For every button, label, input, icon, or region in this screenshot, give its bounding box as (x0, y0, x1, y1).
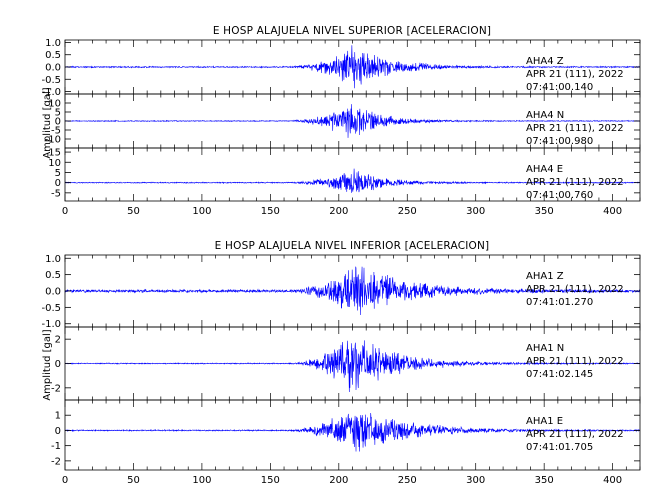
waveform-trace (64, 266, 641, 316)
x-tick-label: 300 (466, 206, 485, 217)
x-tick-label: 250 (398, 206, 417, 217)
y-tick-label: 10 (48, 99, 61, 110)
chart-title-inferior: E HOSP ALAJUELA NIVEL INFERIOR [ACELERAC… (215, 240, 490, 252)
x-tick-label: 0 (62, 475, 68, 486)
date-label: APR 21 (111), 2022 (526, 69, 624, 80)
x-tick-label: 100 (192, 475, 211, 486)
x-tick-label: 200 (329, 206, 348, 217)
time-label: 07:41:00.980 (526, 136, 593, 147)
station-label: AHA1 E (526, 416, 563, 427)
x-tick-label: 200 (329, 475, 348, 486)
x-tick-label: 350 (535, 206, 554, 217)
y-tick-label: -0.5 (41, 303, 61, 314)
station-label: AHA4 Z (526, 56, 564, 67)
x-tick-label: 400 (603, 475, 622, 486)
y-tick-label: -10 (45, 135, 61, 146)
y-tick-label: -0.5 (41, 75, 61, 86)
panel-aha1-e: 1 0 -1 -2 AHA1 E APR 21 (111), 2022 07:41:01.7… (51, 399, 641, 471)
time-label: 07:41:00.140 (526, 82, 593, 93)
waveform-trace (64, 45, 641, 89)
waveform-trace (64, 340, 641, 392)
x-tick-label: 100 (192, 206, 211, 217)
x-tick-label: 150 (261, 475, 280, 486)
x-tick-label: 300 (466, 475, 485, 486)
y-tick-label: 1.0 (45, 254, 61, 265)
y-tick-label: 0 (55, 178, 61, 189)
x-tick-label: 50 (127, 475, 140, 486)
y-tick-label: 0 (55, 426, 61, 437)
station-label: AHA4 N (526, 110, 564, 121)
y-tick-label: -5 (51, 126, 61, 137)
y-tick-label: 1.0 (45, 38, 61, 49)
x-tick-label: 0 (62, 206, 68, 217)
y-tick-label: -5 (51, 188, 61, 199)
waveform-trace (64, 104, 641, 138)
panel-aha1-z: 1.0 0.5 0.0 -0.5 -1.0 AHA1 Z APR 21 (111), 202… (41, 254, 641, 330)
y-axis-label-superior: Amplitud [gal] (42, 87, 53, 158)
x-tick-label: 400 (603, 206, 622, 217)
x-tick-label: 50 (127, 206, 140, 217)
y-tick-label: 0.5 (45, 270, 61, 281)
y-tick-label: 10 (48, 158, 61, 169)
panel-aha4-z: 1.00.5 0.0-0.5-1.0 AHA4 Z APR 21 (111), 202… (41, 38, 641, 98)
x-tick-label: 250 (398, 475, 417, 486)
y-tick-label: 0.5 (45, 50, 61, 61)
y-tick-label: -2 (51, 383, 61, 394)
date-label: APR 21 (111), 2022 (526, 429, 624, 440)
y-tick-label: 15 (48, 148, 61, 159)
y-tick-label: 5 (55, 168, 61, 179)
station-label: AHA1 Z (526, 271, 564, 282)
waveform-trace (64, 413, 641, 452)
y-axis-label-inferior: Amplitud [gal] (42, 329, 53, 400)
y-tick-label: -1 (51, 441, 61, 452)
y-tick-label: 0 (55, 359, 61, 370)
time-label: 07:41:00.760 (526, 190, 593, 201)
y-tick-label: 5 (55, 108, 61, 119)
panel-aha1-n: 2 0 -2 AHA1 N APR 21 (111), 2022 07:41:02.145 (51, 326, 641, 401)
y-tick-label: -1.0 (41, 87, 61, 98)
y-tick-label: 0 (55, 117, 61, 128)
date-label: APR 21 (111), 2022 (526, 123, 624, 134)
x-tick-label: 350 (535, 475, 554, 486)
y-tick-label: 0.0 (45, 63, 61, 74)
time-label: 07:41:02.145 (526, 369, 593, 380)
date-label: APR 21 (111), 2022 (526, 284, 624, 295)
x-tick-label: 150 (261, 206, 280, 217)
time-label: 07:41:01.270 (526, 297, 593, 308)
y-tick-label: 0.0 (45, 287, 61, 298)
y-tick-label: 2 (55, 335, 61, 346)
station-label: AHA1 N (526, 343, 564, 354)
time-label: 07:41:01.705 (526, 442, 593, 453)
station-label: AHA4 E (526, 164, 563, 175)
date-label: APR 21 (111), 2022 (526, 356, 624, 367)
waveform-trace (64, 168, 641, 193)
chart-title-superior: E HOSP ALAJUELA NIVEL SUPERIOR [ACELERAC… (213, 25, 491, 37)
y-tick-label: 1 (55, 411, 61, 422)
y-tick-label: -1.0 (41, 319, 61, 330)
y-tick-label: -2 (51, 456, 61, 467)
date-label: APR 21 (111), 2022 (526, 177, 624, 188)
